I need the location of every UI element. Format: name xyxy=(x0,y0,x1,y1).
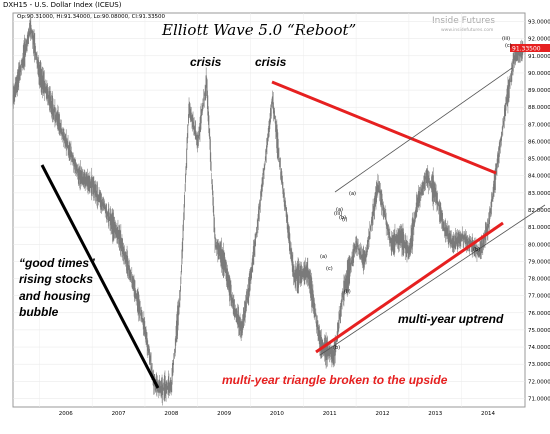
crisis-label-2009: crisis xyxy=(190,55,222,69)
y-tick-label: 83.00000 xyxy=(528,191,550,197)
price-series-layer xyxy=(12,13,524,406)
good-times-line-1: “good times” xyxy=(19,256,95,270)
x-tick-label: 2006 xyxy=(59,411,73,417)
triangle-lower-trendline xyxy=(315,221,504,354)
wave-label: (iii) xyxy=(334,211,342,217)
wave-label: (b) xyxy=(333,345,340,351)
x-axis: 2006 2007 2008 2009 2010 2011 2012 2013 2014 xyxy=(59,411,496,417)
y-tick-label: 89.00000 xyxy=(528,88,550,94)
y-tick-label: 78.00000 xyxy=(528,277,550,283)
wave-label: (b) xyxy=(473,247,480,253)
y-tick-label: 85.00000 xyxy=(528,157,550,163)
wave-labels: (a) (b) (c) (i) (ii) (a) (iii) (a) (b) (… xyxy=(320,36,512,351)
wave-label: (a) xyxy=(336,207,343,213)
grid-layer xyxy=(13,13,525,407)
symbol-line: DXH15 - U.S. Dollar Index (ICEUS) xyxy=(3,1,122,9)
x-tick-label: 2011 xyxy=(323,411,337,417)
y-tick-label: 75.00000 xyxy=(528,328,550,334)
triangle-upper-trendline xyxy=(271,80,497,175)
watermark-url: www.insidefutures.com xyxy=(441,27,493,33)
y-tick-label: 84.00000 xyxy=(528,174,550,180)
x-tick-label: 2014 xyxy=(481,411,495,417)
y-tick-label: 93.00000 xyxy=(528,20,550,26)
channel-upper-line xyxy=(334,67,513,193)
wave-label: (i) xyxy=(342,217,347,223)
y-tick-label: 72.00000 xyxy=(528,379,550,385)
y-tick-label: 92.00000 xyxy=(528,37,550,43)
wave-label: (a) xyxy=(349,191,356,197)
x-tick-label: 2012 xyxy=(375,411,389,417)
triangle-label: multi-year triangle broken to the upside xyxy=(222,373,448,387)
y-tick-label: 77.00000 xyxy=(528,294,550,300)
y-tick-label: 81.00000 xyxy=(528,225,550,231)
ohlc-line: Op:90.31000, Hi:91.34000, Lo:90.08000, C… xyxy=(17,14,166,20)
y-tick-label: 90.00000 xyxy=(528,71,550,77)
y-tick-label: 74.00000 xyxy=(528,345,550,351)
wave-label: (b) xyxy=(339,215,346,221)
x-tick-label: 2009 xyxy=(217,411,231,417)
chart-title: Elliott Wave 5.0 “Reboot” xyxy=(161,21,356,39)
y-tick-label: 82.00000 xyxy=(528,208,550,214)
y-tick-label: 86.00000 xyxy=(528,139,550,145)
x-tick-label: 2010 xyxy=(270,411,284,417)
bubble-decline-trendline xyxy=(40,164,160,389)
last-price-label: 91.33500 xyxy=(512,46,541,53)
y-tick-label: 87.00000 xyxy=(528,122,550,128)
x-tick-label: 2008 xyxy=(164,411,178,417)
crisis-label-2010: crisis xyxy=(255,55,287,69)
good-times-line-3: and housing xyxy=(19,289,91,303)
watermark-brand: Inside Futures xyxy=(432,16,495,26)
wave-label: (ii) xyxy=(344,289,351,295)
wave-label: (a) xyxy=(320,254,327,260)
y-tick-label: 76.00000 xyxy=(528,311,550,317)
good-times-line-4: bubble xyxy=(19,305,59,319)
price-series-line xyxy=(12,13,524,406)
wave-label: (c) xyxy=(505,43,512,49)
x-tick-label: 2013 xyxy=(428,411,442,417)
y-tick-label: 79.00000 xyxy=(528,259,550,265)
y-tick-label: 71.00000 xyxy=(528,396,550,402)
uptrend-label: multi-year uptrend xyxy=(398,312,504,326)
x-tick-label: 2007 xyxy=(112,411,126,417)
good-times-line-2: rising stocks xyxy=(19,272,93,286)
y-tick-label: 73.00000 xyxy=(528,362,550,368)
wave-label: (iii) xyxy=(502,36,510,42)
wave-label: (c) xyxy=(326,266,333,272)
channel-lower-line xyxy=(319,204,546,356)
y-tick-label: 88.00000 xyxy=(528,105,550,111)
y-tick-label: 80.00000 xyxy=(528,242,550,248)
y-tick-label: 91.00000 xyxy=(528,54,550,60)
last-price-tag xyxy=(510,44,550,52)
y-axis: 71.00000 72.00000 73.00000 74.00000 75.00000… xyxy=(528,20,550,403)
